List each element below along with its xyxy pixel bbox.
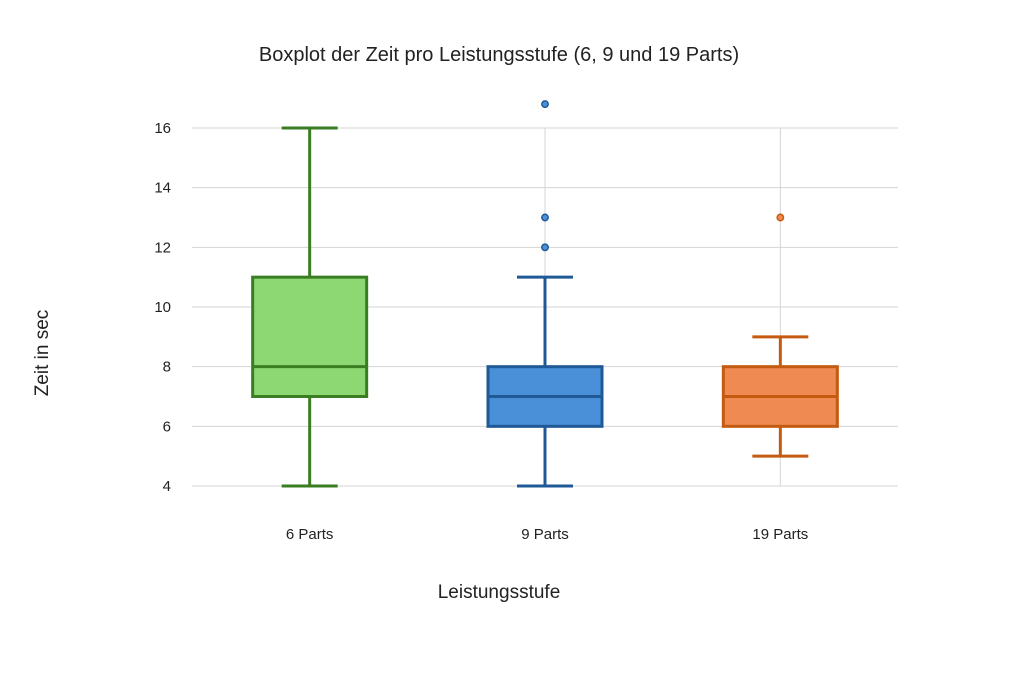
box-2 — [486, 100, 604, 488]
x-tick-label: 19 Parts — [752, 526, 808, 543]
outlier-point — [541, 213, 549, 222]
iqr-box — [251, 275, 369, 398]
box-3 — [721, 213, 839, 458]
outlier-point — [776, 213, 785, 222]
y-tick-label: 12 — [154, 239, 171, 256]
y-tick-label: 4 — [163, 478, 171, 495]
y-tick-label: 16 — [154, 120, 171, 137]
y-tick-label: 8 — [163, 359, 171, 376]
box-1 — [251, 126, 369, 488]
outlier-point — [541, 243, 549, 252]
y-tick-label: 14 — [154, 180, 171, 197]
boxes — [251, 100, 839, 488]
x-axis-title: Leistungsstufe — [438, 582, 561, 603]
x-tick-label: 6 Parts — [286, 526, 334, 543]
x-axis-ticks: 6 Parts 9 Parts 19 Parts — [286, 526, 808, 543]
y-axis-ticks: 4 6 8 10 12 14 16 — [154, 120, 171, 495]
chart-title: Boxplot der Zeit pro Leistungsstufe (6, … — [259, 44, 739, 66]
y-tick-label: 6 — [163, 418, 171, 435]
y-axis-title: Zeit in sec — [32, 310, 53, 397]
outlier-point — [541, 100, 549, 109]
x-tick-label: 9 Parts — [521, 526, 569, 543]
y-tick-label: 10 — [154, 299, 171, 316]
